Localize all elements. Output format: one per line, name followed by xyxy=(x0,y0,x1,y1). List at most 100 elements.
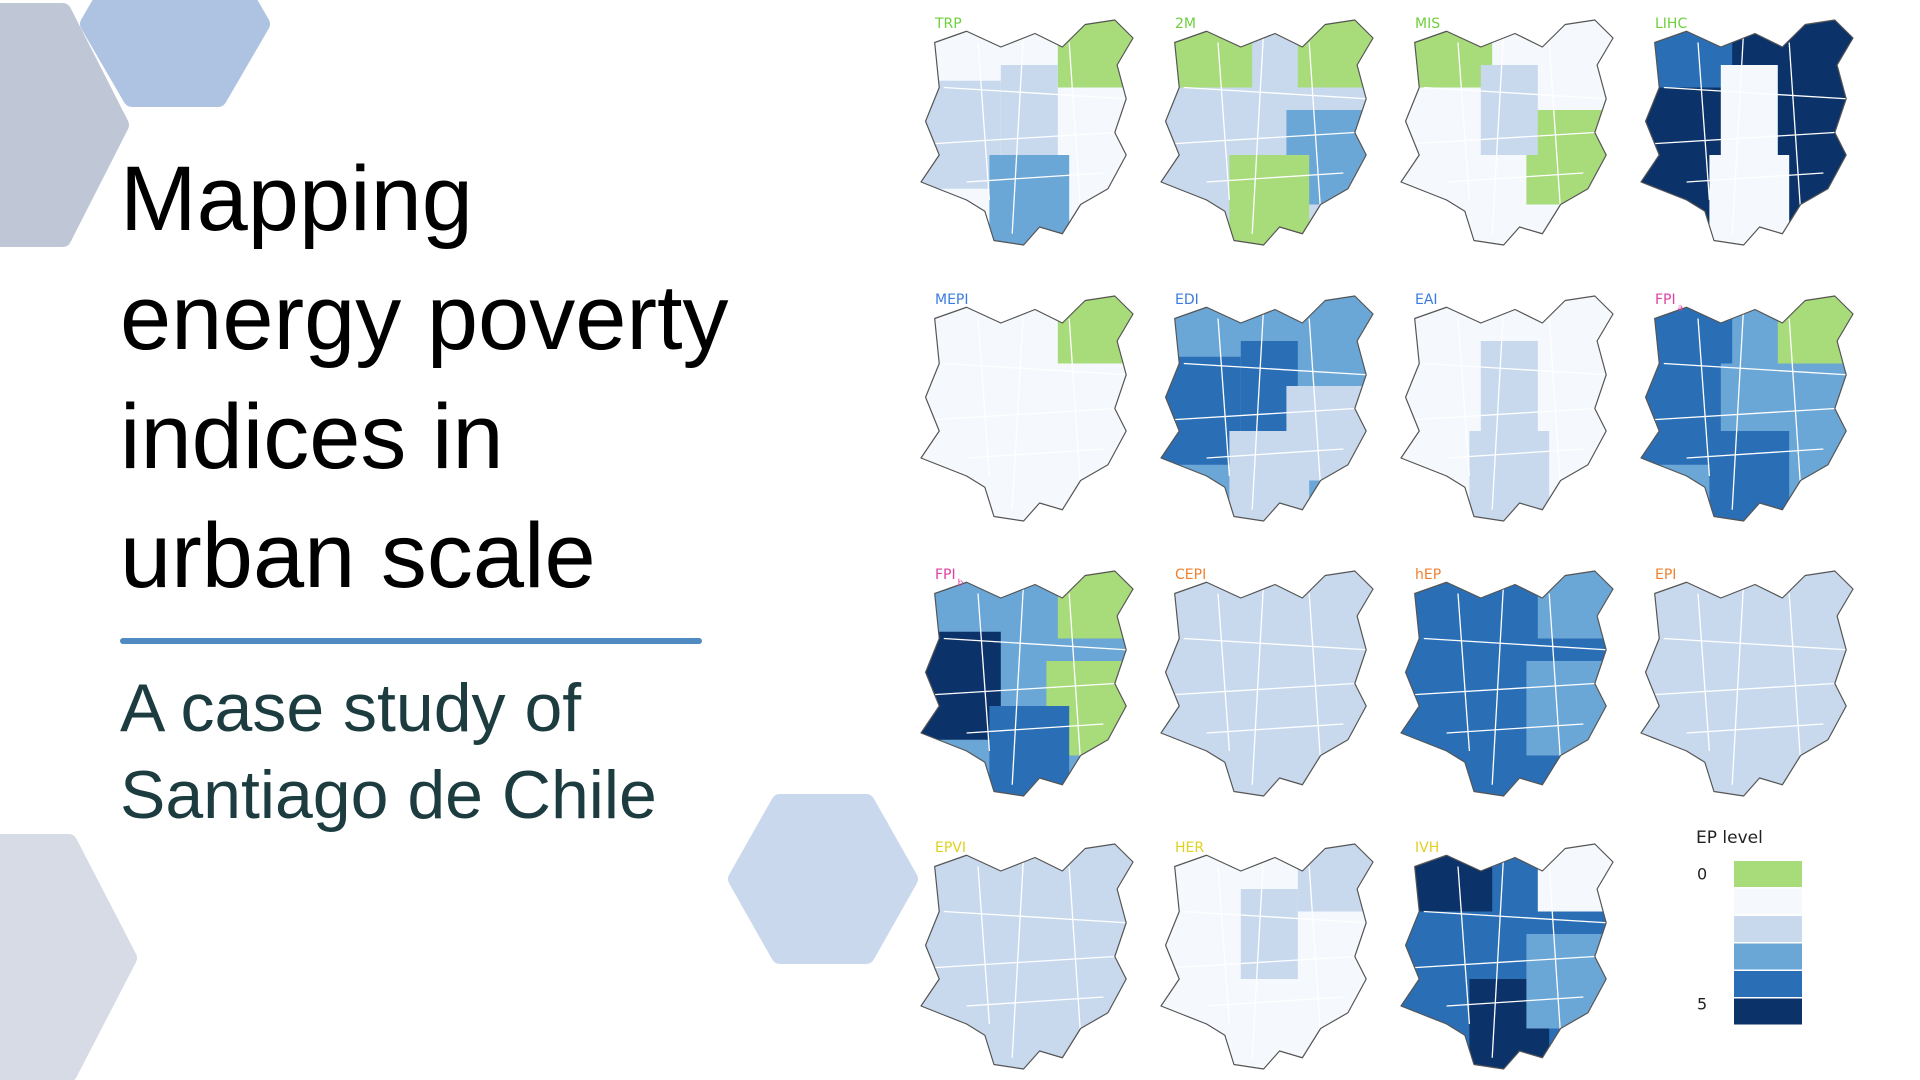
region xyxy=(921,80,1001,189)
map-label: hEP xyxy=(1415,567,1441,583)
district-border xyxy=(1697,42,1711,201)
title-line: Mapping xyxy=(120,148,473,250)
map-label: FPI xyxy=(935,567,956,583)
map-label: EPI xyxy=(1655,567,1676,583)
district-border xyxy=(1423,637,1607,651)
district-border xyxy=(943,910,1127,924)
district-border xyxy=(1446,996,1584,1007)
title: Mapping energy poverty indices in urban sca… xyxy=(120,140,729,616)
hexagon xyxy=(80,0,270,107)
district-border xyxy=(1697,593,1711,752)
district-border xyxy=(1491,582,1505,785)
legend-swatch xyxy=(1734,861,1802,887)
region xyxy=(1229,155,1310,245)
district-border xyxy=(1788,318,1802,488)
district-border xyxy=(1217,593,1231,752)
district-border xyxy=(1548,318,1562,488)
legend: EP level 0 5 xyxy=(1696,828,1802,1025)
district-border xyxy=(1652,407,1835,421)
district-border xyxy=(1308,593,1322,763)
district-border xyxy=(1217,866,1231,1025)
district-border xyxy=(1423,86,1607,100)
district-border xyxy=(1183,86,1367,100)
map-fill xyxy=(1641,20,1854,245)
district-border xyxy=(1446,448,1584,459)
district-border xyxy=(1457,866,1471,1025)
title-line: energy poverty xyxy=(120,267,729,369)
district-border xyxy=(1011,855,1025,1058)
district-border xyxy=(1491,31,1505,234)
district-border xyxy=(1663,362,1847,376)
map-panel: hEP xyxy=(1400,567,1614,797)
map-fill xyxy=(1641,296,1854,521)
district-border xyxy=(1206,448,1344,459)
legend-swatch xyxy=(1734,943,1802,970)
district-border xyxy=(1788,42,1802,212)
district-border xyxy=(1183,910,1367,924)
map-outline xyxy=(1160,570,1374,797)
map-fill xyxy=(1161,571,1374,796)
district-border xyxy=(1412,682,1595,696)
map-fill xyxy=(1161,296,1374,521)
district-border xyxy=(1251,307,1265,510)
district-border xyxy=(1491,855,1505,1058)
map-label: MIS xyxy=(1415,16,1440,32)
map-label: 2M xyxy=(1175,16,1196,32)
district-border xyxy=(1731,307,1745,510)
district-border xyxy=(1068,866,1082,1036)
map-fill xyxy=(1401,296,1614,521)
district-border xyxy=(1457,318,1471,477)
district-border xyxy=(1663,637,1847,651)
map-label: FPI xyxy=(1655,292,1676,308)
legend-swatch xyxy=(1734,971,1802,997)
district-border xyxy=(1731,582,1745,785)
district-border xyxy=(1423,362,1607,376)
map-panel: CEPI xyxy=(1160,567,1374,797)
map-fill xyxy=(1401,20,1614,245)
district-border xyxy=(1011,582,1025,785)
district-border xyxy=(943,637,1127,651)
district-border xyxy=(966,448,1104,459)
district-border xyxy=(1686,172,1824,183)
district-border xyxy=(932,131,1115,145)
map-outline xyxy=(920,19,1134,246)
district-border xyxy=(1011,307,1025,510)
region xyxy=(1240,889,1298,979)
map-outline xyxy=(1400,843,1614,1070)
district-border xyxy=(1548,866,1562,1036)
district-border xyxy=(1446,723,1584,734)
map-fill xyxy=(1401,844,1614,1069)
map-label: EDI xyxy=(1175,292,1199,308)
district-border xyxy=(1308,42,1322,212)
district-border xyxy=(1217,42,1231,201)
map-outline xyxy=(1400,570,1614,797)
region xyxy=(921,844,1134,1069)
region xyxy=(1709,155,1790,245)
divider xyxy=(120,638,702,644)
hexagon xyxy=(0,834,137,1080)
map-fill xyxy=(921,20,1134,245)
map-fill xyxy=(1401,571,1614,796)
district-border xyxy=(1308,866,1322,1036)
district-border xyxy=(1788,593,1802,763)
map-fill xyxy=(921,844,1134,1069)
legend-low: 0 xyxy=(1697,865,1707,884)
district-border xyxy=(1068,593,1082,763)
map-panel: MEPI xyxy=(920,292,1134,522)
subtitle-line: Santiago de Chile xyxy=(120,757,657,833)
map-outline xyxy=(1160,295,1374,522)
map-label: EPVI xyxy=(935,840,966,856)
legend-high: 5 xyxy=(1697,995,1707,1014)
region xyxy=(1161,571,1374,796)
district-border xyxy=(1206,172,1344,183)
map-fill xyxy=(921,296,1134,521)
map-panel: EPVI xyxy=(920,840,1134,1070)
district-border xyxy=(1423,910,1607,924)
map-label: CEPI xyxy=(1175,567,1206,583)
district-border xyxy=(1412,407,1595,421)
district-border xyxy=(1491,307,1505,510)
district-border xyxy=(1652,682,1835,696)
